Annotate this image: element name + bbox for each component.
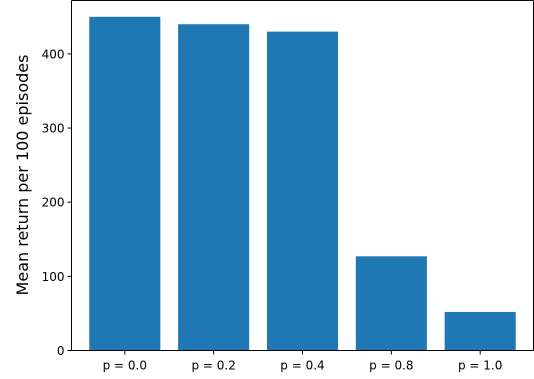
x-tick-label: p = 1.0 [458,359,502,373]
y-tick-label: 0 [57,344,65,358]
bars-group [89,16,516,351]
x-axis-ticks: p = 0.0 p = 0.2 p = 0.4 p = 0.8 p = 1.0 [103,350,502,373]
bar-1 [89,16,161,351]
x-tick-label: p = 0.4 [280,359,324,373]
y-axis-ticks: 0 100 200 300 400 [42,47,72,358]
bar-2 [178,24,250,351]
bar-4 [355,256,427,351]
x-tick-label: p = 0.8 [369,359,413,373]
y-tick-label: 200 [42,196,65,210]
bar-5 [444,311,516,351]
bar-3 [266,31,339,351]
x-tick-label: p = 0.0 [103,359,147,373]
y-tick-label: 300 [42,122,65,136]
y-tick-label: 400 [42,47,65,61]
x-tick-label: p = 0.2 [191,359,235,373]
y-axis-label: Mean return per 100 episodes [13,55,32,296]
y-tick-label: 100 [42,270,65,284]
